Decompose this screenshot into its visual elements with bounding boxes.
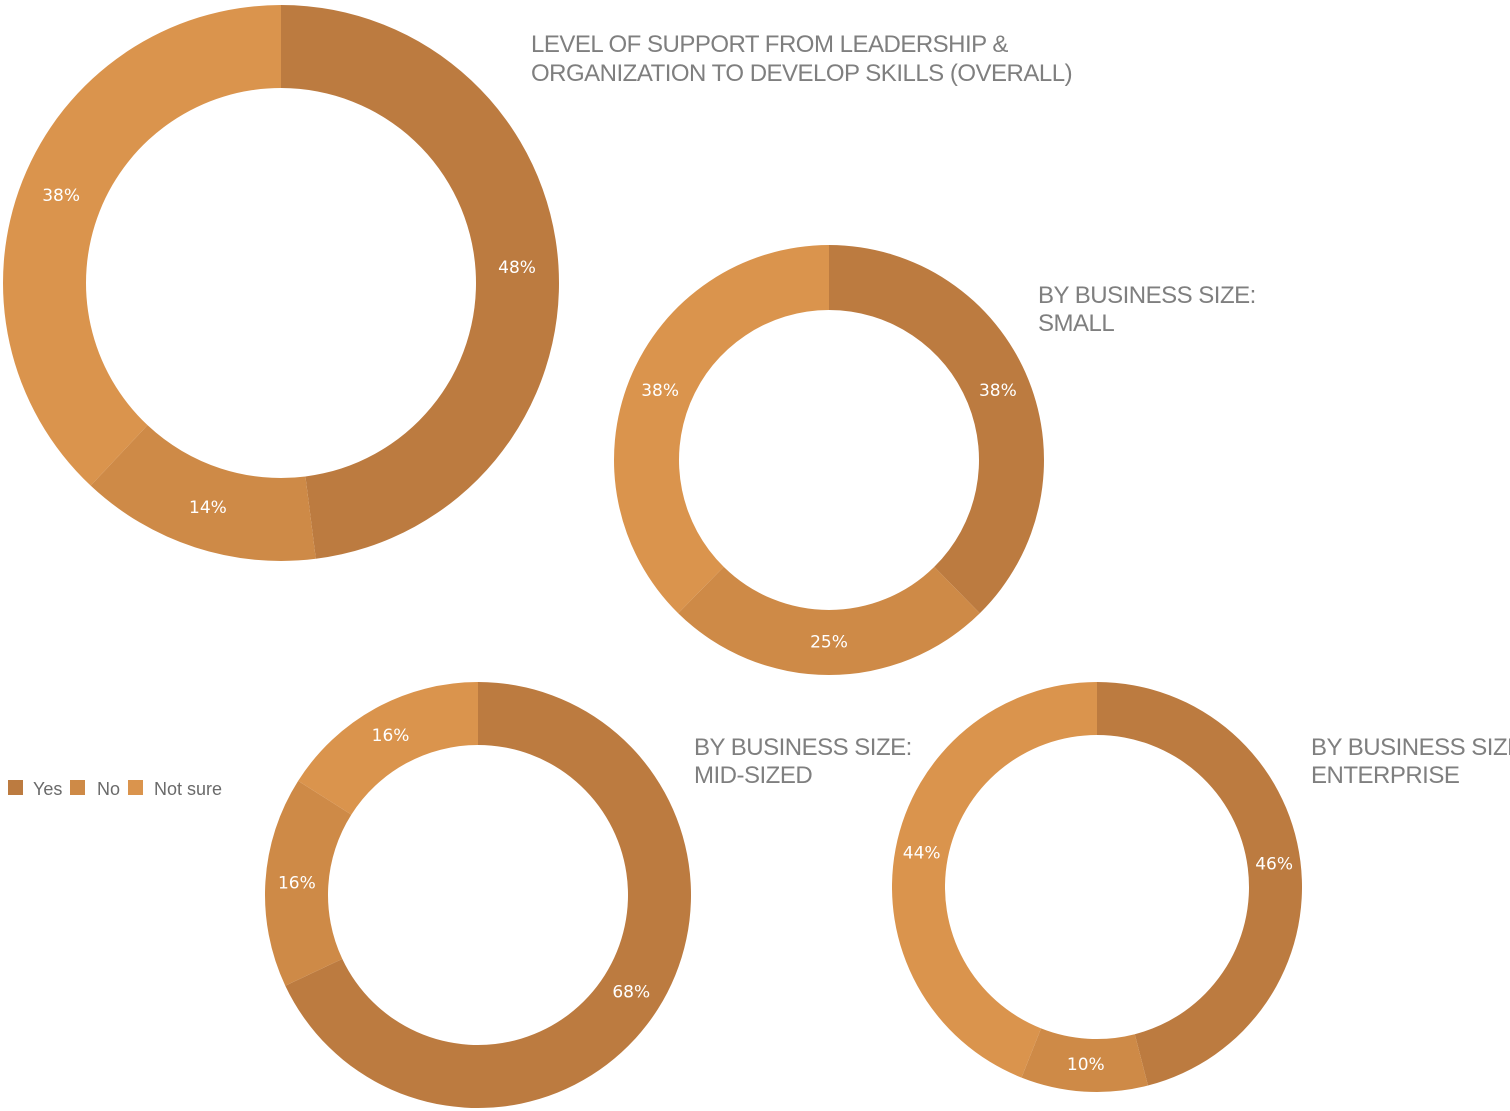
data-label-no: 16% — [278, 874, 316, 894]
donut-labels-overall: 48% 14% 38% — [42, 186, 536, 518]
data-label-yes: 68% — [612, 982, 650, 1002]
donut-labels-small: 38% 25% 38% — [641, 381, 1017, 653]
donut-slice-no — [1021, 1028, 1148, 1092]
donut-labels-enterprise: 46% 10% 44% — [903, 844, 1293, 1076]
chart-title-enterprise-line1: BY BUSINESS SIZE: — [1311, 734, 1510, 761]
chart-title-overall-line2: ORGANIZATION TO DEVELOP SKILLS (OVERALL) — [531, 60, 1072, 87]
legend-swatch-no — [70, 780, 85, 795]
donut-slice-not-sure — [2, 4, 281, 486]
data-label-not-sure: 38% — [42, 186, 80, 206]
legend-label-no: No — [97, 779, 120, 799]
legend-swatch-yes — [8, 780, 23, 795]
data-label-no: 10% — [1067, 1055, 1105, 1075]
donut-slice-not-sure — [298, 682, 478, 815]
data-label-yes: 48% — [498, 258, 536, 278]
data-label-yes: 38% — [979, 381, 1017, 401]
donut-slices-mid-sized — [265, 682, 692, 1108]
data-label-not-sure: 16% — [372, 726, 410, 746]
donut-slice-no — [678, 566, 980, 675]
data-label-yes: 46% — [1255, 855, 1293, 875]
donut-slice-yes — [281, 4, 560, 559]
donut-slice-yes — [829, 245, 1044, 614]
legend-label-yes: Yes — [33, 779, 62, 799]
donut-slices-enterprise — [891, 682, 1303, 1092]
chart-title-small-line2: SMALL — [1038, 310, 1114, 337]
donut-slice-no — [90, 425, 316, 561]
legend-label-not-sure: Not sure — [154, 779, 222, 799]
donut-slice-yes — [285, 682, 692, 1108]
chart-title-overall-line1: LEVEL OF SUPPORT FROM LEADERSHIP & — [531, 31, 1008, 58]
donut-slices-overall — [2, 4, 560, 561]
donut-slice-no — [265, 780, 352, 986]
donut-chart-enterprise: 46% 10% 44% BY BUSINESS SIZE: ENTERPRISE — [891, 682, 1510, 1092]
data-label-no: 25% — [810, 633, 848, 653]
chart-title-mid-sized-line1: BY BUSINESS SIZE: — [694, 734, 912, 761]
chart-title-mid-sized-line2: MID-SIZED — [694, 762, 812, 789]
donut-chart-mid-sized: 68% 16% 16% BY BUSINESS SIZE: MID-SIZED — [265, 682, 912, 1108]
chart-title-enterprise-line2: ENTERPRISE — [1311, 762, 1459, 789]
donut-slice-yes — [1097, 682, 1303, 1086]
donut-slice-not-sure — [891, 682, 1097, 1078]
data-label-not-sure: 38% — [641, 381, 679, 401]
donut-chart-overall: 48% 14% 38% LEVEL OF SUPPORT FROM LEADERSH… — [2, 4, 1073, 561]
chart-title-small-line1: BY BUSINESS SIZE: — [1038, 282, 1256, 309]
donut-slice-not-sure — [613, 245, 829, 614]
chart-legend: Yes No Not sure — [8, 779, 222, 799]
data-label-no: 14% — [189, 498, 227, 518]
legend-swatch-not-sure — [128, 780, 143, 795]
data-label-not-sure: 44% — [903, 844, 941, 864]
donut-slices-small — [613, 245, 1044, 675]
donut-chart-small: 38% 25% 38% BY BUSINESS SIZE: SMALL — [613, 245, 1256, 675]
donut-labels-mid-sized: 68% 16% 16% — [278, 726, 650, 1002]
